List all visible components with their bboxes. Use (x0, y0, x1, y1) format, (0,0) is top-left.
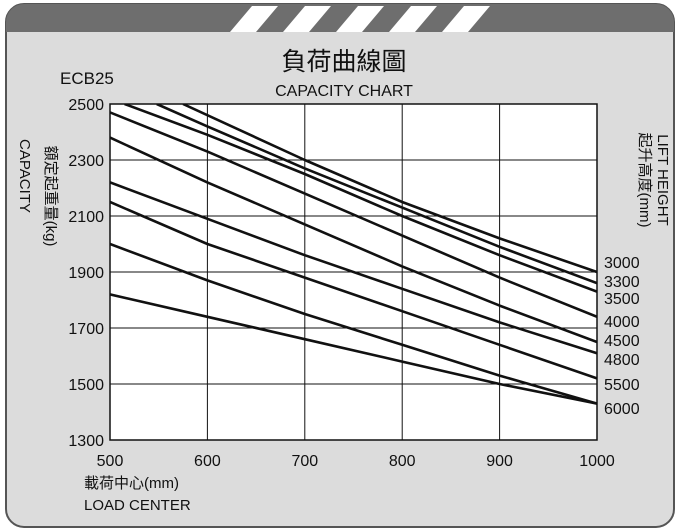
series-line-4500 (110, 136, 597, 344)
x-tick-label-3: 800 (389, 453, 416, 470)
lift-height-value-6000: 6000 (604, 401, 640, 418)
y-axis-label-en: CAPACITY (16, 139, 33, 213)
series-line-6000 (110, 242, 597, 405)
y-tick-label-5: 1500 (68, 377, 104, 394)
x-tick-label-5: 1000 (579, 453, 615, 470)
x-tick-label-4: 900 (486, 453, 513, 470)
series-group (110, 104, 597, 405)
y-tick-label-2: 2100 (68, 209, 104, 226)
y-axis-label-cn: 額定起重量(kg) (42, 146, 59, 247)
plot-border (109, 103, 598, 441)
header-bar (6, 4, 674, 32)
series-line-3300 (156, 104, 597, 285)
lift-height-value-3000: 3000 (604, 255, 640, 272)
lift-height-label-en: LIFT HEIGHT (654, 134, 671, 225)
chart-title-en: CAPACITY CHART (275, 83, 413, 100)
x-tick-label-1: 600 (194, 453, 221, 470)
x-tick-label-2: 700 (291, 453, 318, 470)
x-tick-labels: 500 600 700 800 900 1000 (97, 453, 615, 470)
lift-height-value-3300: 3300 (604, 274, 640, 291)
series-line-3000 (182, 104, 597, 274)
chart-title-cn: 負荷曲線圖 (281, 48, 406, 76)
model-label: ECB25 (60, 69, 114, 88)
y-tick-label-3: 1900 (68, 265, 104, 282)
lift-height-value-4500: 4500 (604, 333, 640, 350)
lift-height-value-3500: 3500 (604, 291, 640, 308)
lift-height-value-4800: 4800 (604, 352, 640, 369)
y-tick-label-6: 1300 (68, 433, 104, 450)
y-tick-label-0: 2500 (68, 97, 104, 114)
y-tick-label-1: 2300 (68, 153, 104, 170)
x-axis-label-cn: 載荷中心(mm) (84, 475, 179, 492)
series-line-4000 (110, 111, 597, 319)
x-axis-label-en: LOAD CENTER (84, 497, 191, 514)
header-stripes (230, 6, 490, 32)
series-line-5500 (110, 200, 597, 380)
x-tick-label-0: 500 (97, 453, 124, 470)
lift-height-value-5500: 5500 (604, 377, 640, 394)
series-line-unlabeled-8 (110, 293, 597, 405)
lift-height-label-cn: 起升高度(mm) (636, 133, 653, 228)
series-line-4800 (110, 181, 597, 355)
y-tick-label-4: 1700 (68, 321, 104, 338)
lift-height-value-4000: 4000 (604, 314, 640, 331)
y-tick-labels: 2500 2300 2100 1900 1700 1500 1300 (68, 97, 104, 450)
series-line-3500 (124, 104, 597, 293)
